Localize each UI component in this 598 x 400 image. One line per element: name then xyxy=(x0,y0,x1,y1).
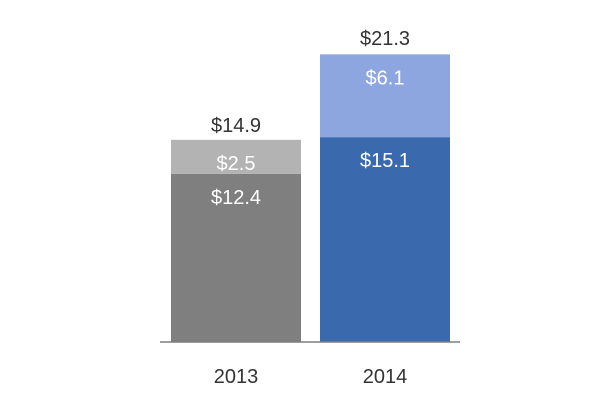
total-label-2014: $21.3 xyxy=(360,28,410,50)
bar-segment-2013-1 xyxy=(171,173,301,342)
category-label-2014: 2014 xyxy=(363,366,408,388)
segment-label-2014-1: $15.1 xyxy=(360,150,410,172)
bar-segment-2013-2 xyxy=(171,139,301,174)
total-label-2013: $14.9 xyxy=(211,115,261,137)
segment-label-2013-1: $12.4 xyxy=(211,187,261,209)
bar-segment-2014-2 xyxy=(320,54,450,138)
bars-layer xyxy=(171,54,450,342)
segment-label-2014-2: $6.1 xyxy=(366,67,405,89)
labels-layer: $12.4 $2.5 $14.9 2013 $15.1 $6.1 $21.3 2014 xyxy=(211,28,410,388)
category-label-2013: 2013 xyxy=(214,366,259,388)
bar-segment-2014-1 xyxy=(320,137,450,342)
segment-label-2013-2: $2.5 xyxy=(217,153,256,175)
